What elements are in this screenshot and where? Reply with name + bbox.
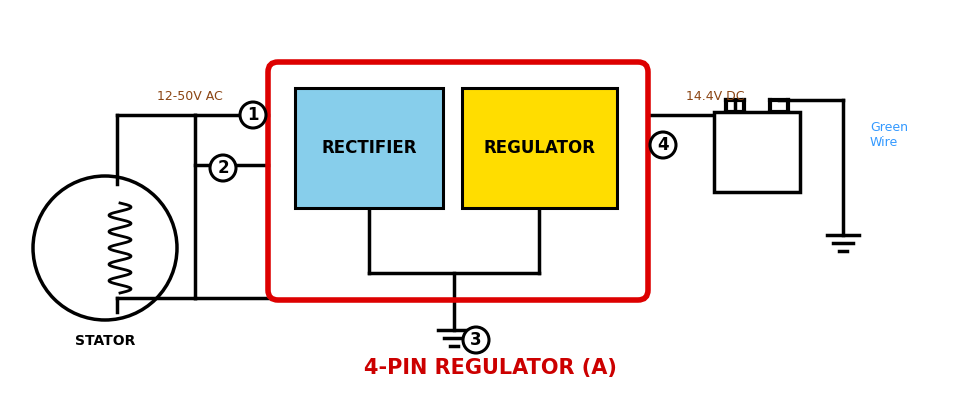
Text: -: - [773, 142, 782, 162]
Bar [295, 88, 443, 208]
Text: RECTIFIER: RECTIFIER [320, 139, 416, 157]
Text: STATOR: STATOR [74, 334, 135, 348]
Text: 1: 1 [247, 106, 259, 124]
Circle shape [210, 155, 235, 181]
Bar [461, 88, 616, 208]
Circle shape [650, 132, 675, 158]
Text: 3: 3 [470, 331, 482, 349]
Circle shape [239, 102, 266, 128]
Text: 12-50V AC: 12-50V AC [157, 90, 223, 103]
Circle shape [462, 327, 488, 353]
Text: Green
Wire: Green Wire [870, 121, 907, 149]
Text: 4: 4 [657, 136, 668, 154]
Text: +: + [727, 142, 743, 162]
Text: 4-PIN REGULATOR (A): 4-PIN REGULATOR (A) [363, 358, 616, 378]
Text: 2: 2 [217, 159, 229, 177]
Text: REGULATOR: REGULATOR [483, 139, 595, 157]
Text: 14.4V DC: 14.4V DC [685, 90, 743, 103]
Bar [713, 112, 799, 192]
